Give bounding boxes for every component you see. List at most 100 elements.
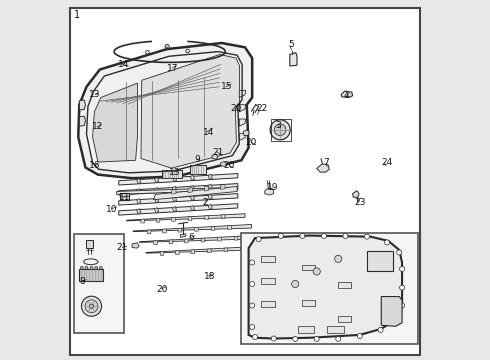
Text: 9: 9 bbox=[194, 155, 200, 164]
Polygon shape bbox=[248, 235, 402, 338]
Polygon shape bbox=[190, 195, 195, 201]
Bar bbox=[338, 316, 351, 321]
Text: 13: 13 bbox=[169, 168, 180, 177]
Polygon shape bbox=[188, 188, 193, 193]
Polygon shape bbox=[290, 53, 297, 66]
Text: 11: 11 bbox=[119, 193, 130, 202]
Bar bbox=[191, 165, 205, 174]
Polygon shape bbox=[239, 134, 245, 140]
Polygon shape bbox=[172, 197, 177, 202]
Circle shape bbox=[271, 336, 276, 341]
Polygon shape bbox=[239, 90, 245, 98]
Circle shape bbox=[357, 333, 362, 338]
Polygon shape bbox=[239, 105, 245, 112]
Text: 2: 2 bbox=[203, 198, 208, 207]
Polygon shape bbox=[188, 216, 192, 220]
Polygon shape bbox=[208, 204, 212, 210]
Polygon shape bbox=[218, 237, 221, 241]
Polygon shape bbox=[239, 119, 245, 126]
Circle shape bbox=[274, 124, 286, 135]
Text: 24: 24 bbox=[381, 158, 392, 167]
Polygon shape bbox=[93, 83, 137, 162]
Bar bbox=[367, 251, 393, 271]
Polygon shape bbox=[163, 229, 166, 233]
Polygon shape bbox=[137, 199, 141, 204]
Bar bbox=[120, 193, 129, 200]
Text: 12: 12 bbox=[92, 122, 103, 131]
Polygon shape bbox=[137, 189, 141, 194]
Bar bbox=[79, 269, 102, 281]
Circle shape bbox=[85, 266, 88, 269]
Bar bbox=[338, 282, 351, 288]
Circle shape bbox=[81, 296, 101, 316]
Polygon shape bbox=[220, 161, 226, 166]
Polygon shape bbox=[172, 186, 177, 192]
Text: 1: 1 bbox=[74, 10, 80, 20]
Polygon shape bbox=[119, 194, 238, 205]
Circle shape bbox=[335, 255, 342, 262]
Bar bbox=[302, 300, 315, 306]
Polygon shape bbox=[154, 198, 159, 203]
Bar bbox=[87, 240, 93, 248]
Text: 23: 23 bbox=[354, 198, 366, 207]
Polygon shape bbox=[153, 186, 237, 200]
Circle shape bbox=[99, 266, 102, 269]
Bar bbox=[298, 326, 314, 333]
Polygon shape bbox=[178, 228, 182, 232]
Text: 22: 22 bbox=[256, 104, 268, 113]
Polygon shape bbox=[221, 184, 225, 189]
Polygon shape bbox=[221, 215, 225, 219]
Polygon shape bbox=[137, 179, 141, 184]
Polygon shape bbox=[353, 191, 359, 197]
Circle shape bbox=[95, 266, 98, 269]
Circle shape bbox=[300, 233, 305, 238]
Text: 7: 7 bbox=[323, 158, 329, 167]
Polygon shape bbox=[228, 225, 231, 229]
Circle shape bbox=[270, 120, 290, 140]
Polygon shape bbox=[117, 187, 238, 194]
Polygon shape bbox=[156, 218, 160, 222]
Text: 15: 15 bbox=[220, 82, 232, 91]
Polygon shape bbox=[154, 240, 157, 244]
Text: 13: 13 bbox=[89, 90, 100, 99]
Circle shape bbox=[278, 233, 283, 238]
Circle shape bbox=[365, 234, 369, 239]
Text: 20: 20 bbox=[223, 161, 235, 170]
Text: 20: 20 bbox=[156, 285, 168, 294]
Bar bbox=[162, 170, 181, 178]
Circle shape bbox=[399, 266, 405, 271]
Circle shape bbox=[397, 250, 402, 255]
Polygon shape bbox=[140, 235, 258, 242]
Polygon shape bbox=[137, 209, 141, 214]
Polygon shape bbox=[190, 175, 195, 180]
Circle shape bbox=[399, 303, 405, 308]
Polygon shape bbox=[169, 240, 173, 244]
Circle shape bbox=[90, 266, 93, 269]
Polygon shape bbox=[201, 238, 205, 242]
Polygon shape bbox=[175, 251, 179, 255]
Text: 6: 6 bbox=[188, 233, 194, 242]
Polygon shape bbox=[208, 184, 212, 189]
Circle shape bbox=[252, 334, 258, 339]
Text: 21: 21 bbox=[117, 243, 128, 252]
Polygon shape bbox=[154, 177, 159, 183]
Polygon shape bbox=[195, 227, 198, 231]
Text: 16: 16 bbox=[89, 161, 100, 170]
Text: 14: 14 bbox=[203, 128, 214, 137]
Polygon shape bbox=[265, 188, 274, 195]
Polygon shape bbox=[172, 217, 175, 221]
Circle shape bbox=[250, 324, 255, 329]
Polygon shape bbox=[160, 251, 164, 255]
Polygon shape bbox=[141, 219, 145, 223]
Bar bbox=[327, 326, 343, 333]
Bar bbox=[261, 256, 275, 262]
Polygon shape bbox=[211, 226, 215, 230]
Polygon shape bbox=[126, 214, 245, 221]
Polygon shape bbox=[190, 185, 195, 190]
Polygon shape bbox=[154, 188, 159, 193]
Circle shape bbox=[378, 327, 383, 332]
Polygon shape bbox=[208, 194, 212, 199]
Polygon shape bbox=[234, 236, 238, 240]
Polygon shape bbox=[381, 297, 402, 326]
Circle shape bbox=[85, 300, 98, 313]
